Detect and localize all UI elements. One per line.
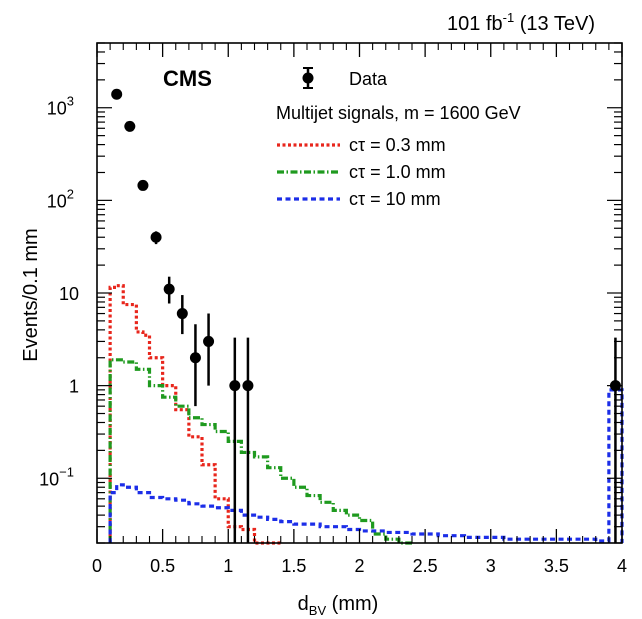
data-point bbox=[242, 380, 254, 392]
y-tick-label: 10−1 bbox=[39, 464, 74, 489]
y-axis-label: Events/0.1 mm bbox=[20, 228, 42, 361]
x-tick-label: 4 bbox=[617, 556, 627, 576]
legend-title: Multijet signals, m = 1600 GeV bbox=[276, 103, 521, 123]
y-axis-ticks: 10−1 1 10 102 103 bbox=[39, 42, 622, 544]
legend-data-marker bbox=[302, 67, 314, 89]
legend-data-label: Data bbox=[349, 69, 388, 89]
x-tick-label: 2.5 bbox=[413, 556, 438, 576]
data-point bbox=[137, 179, 149, 191]
cms-label: CMS bbox=[163, 66, 212, 91]
y-tick-label: 1 bbox=[69, 377, 79, 397]
lumi-label: 101 fb-1 (13 TeV) bbox=[447, 10, 595, 35]
x-axis-label: dBV (mm) bbox=[298, 593, 379, 618]
data-point bbox=[150, 231, 162, 243]
x-tick-label: 0 bbox=[92, 556, 102, 576]
x-tick-label: 3.5 bbox=[544, 556, 569, 576]
x-tick-label: 0.5 bbox=[150, 556, 175, 576]
data-points bbox=[111, 88, 621, 543]
x-tick-label: 2 bbox=[354, 556, 364, 576]
x-axis-ticks: 0 0.5 1 1.5 2 2.5 3 3.5 4 bbox=[92, 43, 627, 576]
data-point bbox=[111, 88, 123, 100]
data-point bbox=[203, 335, 215, 347]
legend-series: cτ = 0.3 mm cτ = 1.0 mm cτ = 10 mm bbox=[277, 135, 446, 209]
x-tick-label: 1.5 bbox=[281, 556, 306, 576]
legend-label-3: cτ = 10 mm bbox=[349, 189, 441, 209]
y-tick-label: 10 bbox=[59, 284, 79, 304]
y-tick-label: 102 bbox=[47, 186, 74, 211]
x-tick-label: 1 bbox=[223, 556, 233, 576]
data-point bbox=[229, 380, 241, 392]
x-tick-label: 3 bbox=[486, 556, 496, 576]
signal-histograms bbox=[108, 284, 624, 545]
data-point bbox=[176, 308, 188, 320]
y-tick-label: 103 bbox=[47, 94, 74, 119]
legend: Data Multijet signals, m = 1600 GeV cτ =… bbox=[276, 67, 521, 209]
legend-label-1: cτ = 0.3 mm bbox=[349, 135, 446, 155]
data-point bbox=[163, 283, 175, 295]
legend-label-2: cτ = 1.0 mm bbox=[349, 162, 446, 182]
data-point bbox=[124, 120, 136, 132]
signal-histogram-2 bbox=[108, 358, 412, 545]
data-point bbox=[189, 352, 201, 364]
signal-histogram-3 bbox=[108, 388, 624, 543]
